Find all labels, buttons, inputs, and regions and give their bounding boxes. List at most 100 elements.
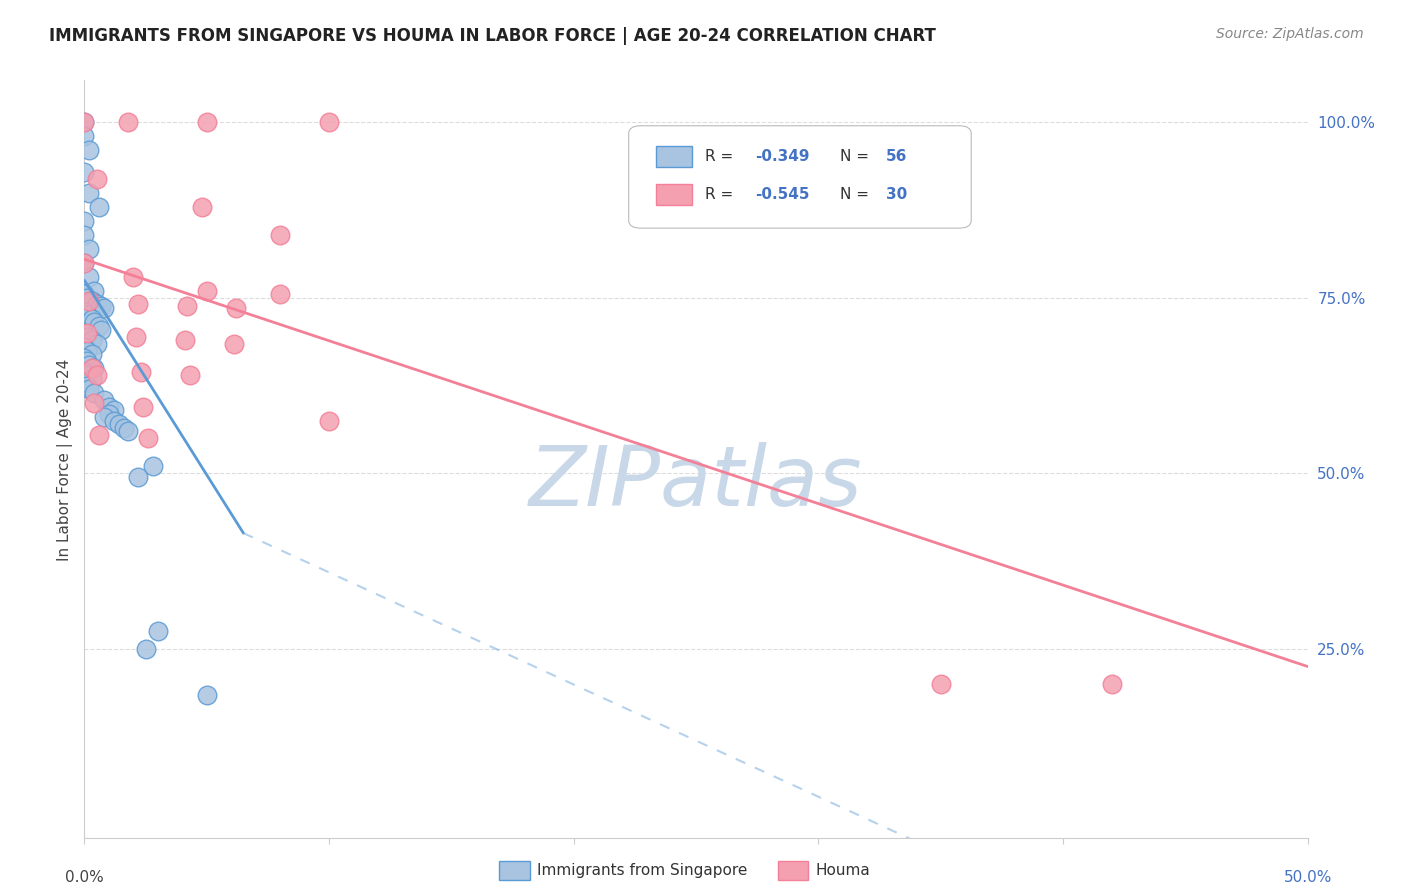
Text: IMMIGRANTS FROM SINGAPORE VS HOUMA IN LABOR FORCE | AGE 20-24 CORRELATION CHART: IMMIGRANTS FROM SINGAPORE VS HOUMA IN LA… (49, 27, 936, 45)
Point (142, 459, 165, 474)
Point (97, 400, 120, 414)
Point (269, 287, 291, 301)
Point (80, 361, 103, 376)
Point (76, 309, 98, 323)
Point (90, 299, 112, 313)
Point (86, 296, 108, 310)
Point (222, 336, 245, 351)
Text: N =: N = (841, 149, 875, 164)
Point (112, 421, 135, 435)
Point (173, 333, 195, 347)
Point (73, 351, 96, 365)
Text: 30: 30 (886, 187, 907, 202)
Point (77, 144, 100, 158)
Point (1101, 677, 1123, 691)
Text: -0.545: -0.545 (755, 187, 810, 202)
Point (117, 425, 139, 439)
Point (77, 186, 100, 200)
Point (179, 368, 201, 383)
Point (73, 305, 96, 319)
Point (73, 287, 96, 301)
Text: Immigrants from Singapore: Immigrants from Singapore (537, 863, 748, 878)
Text: 0.0%: 0.0% (65, 870, 104, 885)
Point (76, 329, 98, 343)
Point (86, 368, 108, 383)
Y-axis label: In Labor Force | Age 20-24: In Labor Force | Age 20-24 (58, 359, 73, 560)
Point (73, 326, 96, 340)
Point (76, 378, 98, 392)
Point (76, 326, 98, 340)
Point (129, 365, 152, 379)
Point (135, 642, 157, 657)
Point (77, 382, 100, 396)
Point (77, 358, 100, 372)
Point (125, 329, 148, 343)
Point (73, 129, 96, 144)
Text: 50.0%: 50.0% (1284, 870, 1331, 885)
Point (90, 322, 112, 336)
Point (318, 115, 340, 129)
Point (97, 407, 120, 421)
Point (93, 410, 115, 425)
Point (136, 431, 159, 445)
Point (93, 301, 115, 316)
Point (73, 115, 96, 129)
Point (107, 417, 129, 432)
Point (73, 375, 96, 389)
Point (83, 385, 105, 400)
FancyBboxPatch shape (655, 146, 692, 168)
Point (83, 316, 105, 330)
Point (80, 312, 103, 326)
Point (127, 296, 149, 310)
Point (73, 340, 96, 354)
Point (318, 414, 340, 428)
Point (195, 688, 218, 702)
Point (77, 269, 100, 284)
Point (76, 354, 98, 368)
Point (132, 400, 155, 414)
Text: R =: R = (704, 149, 738, 164)
Point (929, 677, 952, 691)
Point (73, 164, 96, 178)
Point (191, 200, 214, 214)
Point (87, 200, 110, 214)
Point (103, 414, 125, 428)
Text: N =: N = (841, 187, 875, 202)
Point (80, 347, 103, 361)
Point (83, 284, 105, 298)
Point (80, 294, 103, 309)
Point (73, 213, 96, 227)
Point (195, 115, 218, 129)
Point (103, 403, 125, 417)
Point (73, 227, 96, 242)
Text: -0.349: -0.349 (755, 149, 810, 164)
Point (83, 361, 105, 376)
Point (76, 368, 98, 383)
Point (86, 336, 108, 351)
Text: ZIPatlas: ZIPatlas (529, 442, 863, 523)
Point (73, 256, 96, 270)
Text: 56: 56 (886, 149, 907, 164)
Point (87, 427, 110, 442)
Point (80, 333, 103, 347)
Text: Houma: Houma (815, 863, 870, 878)
Point (176, 299, 198, 313)
Point (76, 343, 98, 358)
Point (117, 115, 139, 129)
Point (269, 227, 291, 242)
Point (146, 624, 169, 639)
FancyBboxPatch shape (628, 126, 972, 228)
Point (83, 396, 105, 410)
Point (73, 115, 96, 129)
Point (77, 242, 100, 256)
Text: R =: R = (704, 187, 738, 202)
Point (76, 291, 98, 305)
Point (225, 301, 247, 316)
Point (93, 392, 115, 407)
Point (195, 284, 218, 298)
FancyBboxPatch shape (655, 184, 692, 205)
Text: Source: ZipAtlas.com: Source: ZipAtlas.com (1216, 27, 1364, 41)
Point (73, 365, 96, 379)
Point (73, 256, 96, 270)
Point (80, 371, 103, 385)
